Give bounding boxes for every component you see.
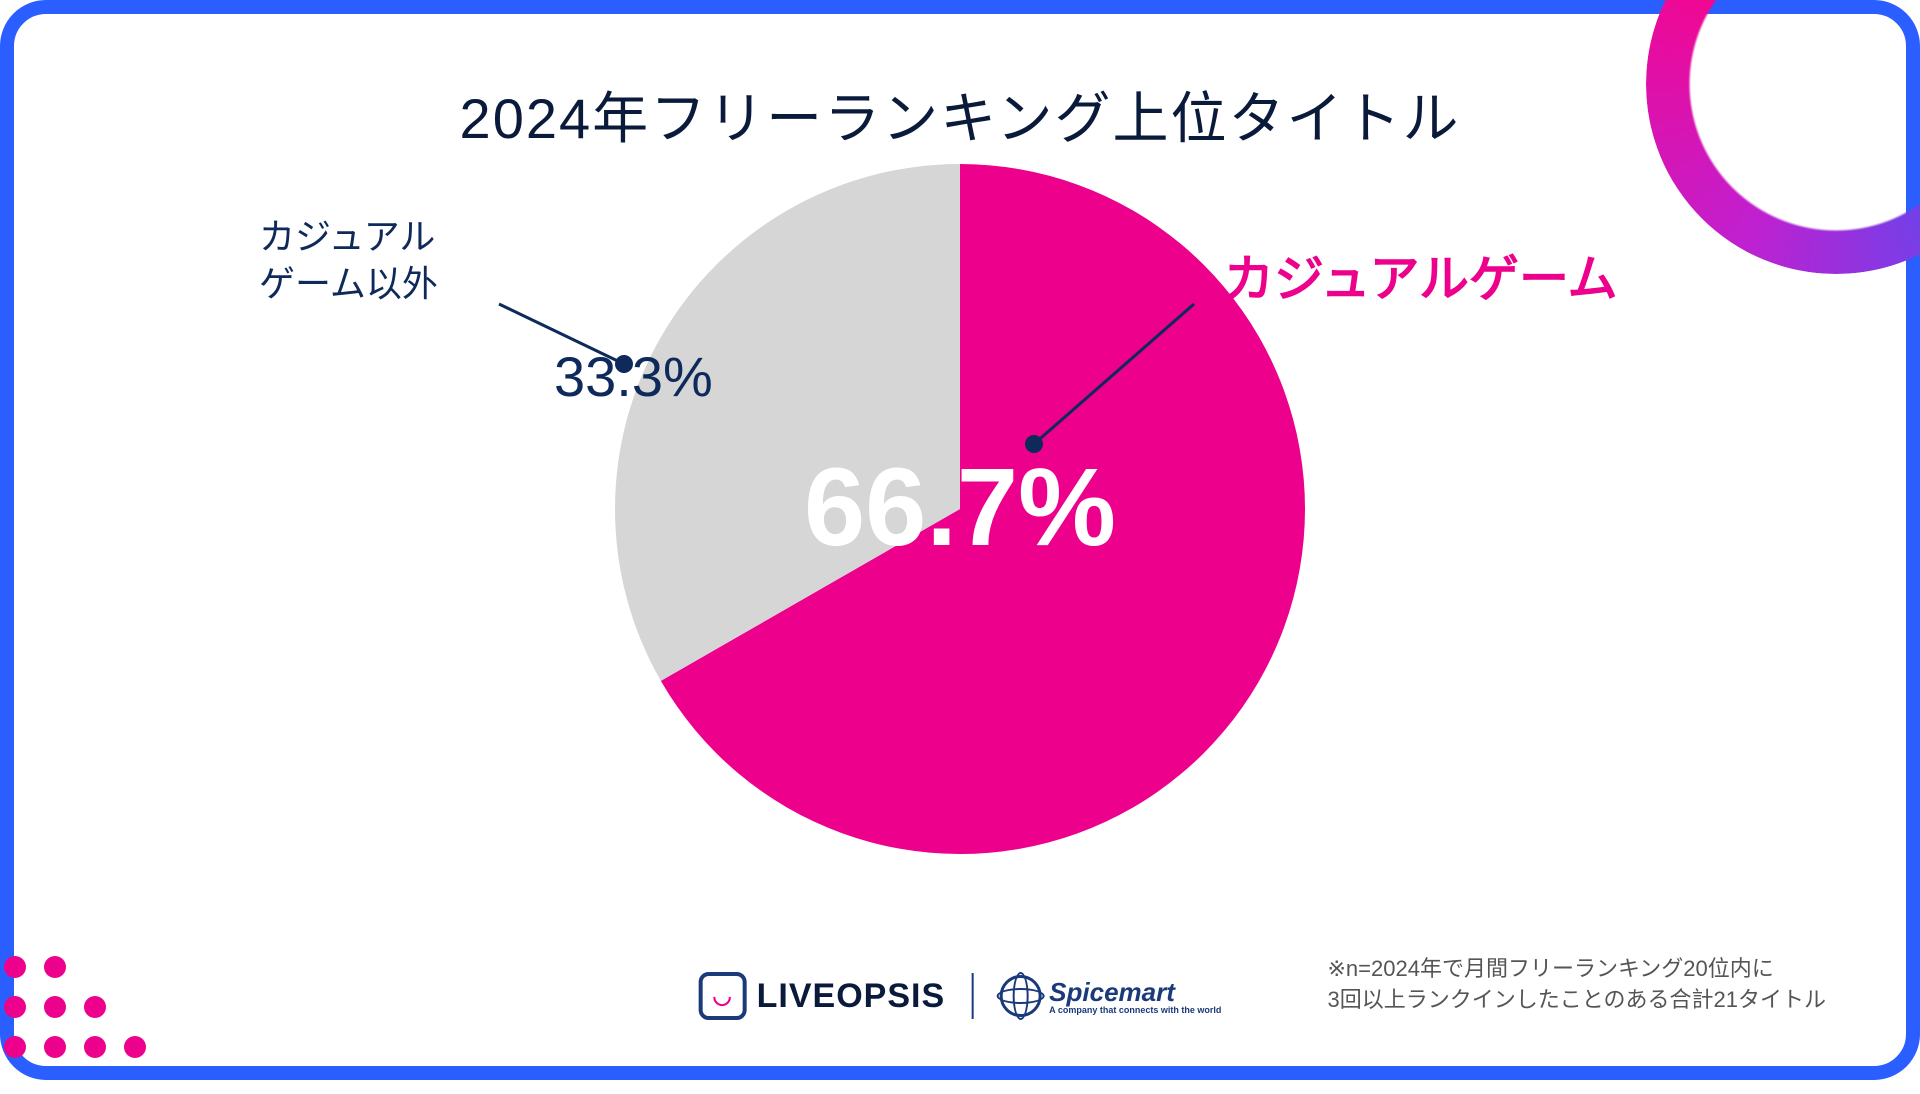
dot bbox=[84, 996, 106, 1018]
spicemart-logo: Spicemart A company that connects with t… bbox=[999, 975, 1221, 1017]
liveopsis-mark-icon: ◡ bbox=[699, 972, 747, 1020]
dot bbox=[84, 1036, 106, 1058]
pie-label-casual: カジュアルゲーム bbox=[1224, 239, 1618, 311]
dot bbox=[4, 1036, 26, 1058]
footnote: ※n=2024年で月間フリーランキング20位内に 3回以上ランクインしたことのあ… bbox=[1328, 954, 1827, 1016]
footnote-line2: 3回以上ランクインしたことのある合計21タイトル bbox=[1328, 987, 1827, 1012]
spicemart-wordmark: Spicemart bbox=[1049, 977, 1175, 1007]
pie-label-non-casual-line1: カジュアル bbox=[259, 216, 435, 257]
pie-label-non-casual: カジュアル ゲーム以外 bbox=[259, 214, 438, 308]
dot bbox=[44, 956, 66, 978]
footnote-line1: ※n=2024年で月間フリーランキング20位内に bbox=[1328, 956, 1774, 981]
spicemart-tagline: A company that connects with the world bbox=[1049, 1005, 1221, 1015]
pie-label-non-casual-line2: ゲーム以外 bbox=[259, 263, 438, 304]
liveopsis-logo: ◡ LIVEOPSIS bbox=[699, 972, 946, 1020]
dot bbox=[4, 996, 26, 1018]
globe-icon bbox=[999, 975, 1041, 1017]
pie-value-non-casual: 33.3% bbox=[554, 344, 713, 409]
dot bbox=[124, 1036, 146, 1058]
dot bbox=[44, 996, 66, 1018]
slide-frame: 2024年フリーランキング上位タイトル 66.7% 33.3% カジュアルゲーム… bbox=[0, 0, 1920, 1080]
logo-separator bbox=[971, 973, 973, 1019]
slide-title: 2024年フリーランキング上位タイトル bbox=[14, 74, 1906, 155]
dot bbox=[44, 1036, 66, 1058]
footer-logos: ◡ LIVEOPSIS Spicemart A company that con… bbox=[699, 972, 1222, 1020]
liveopsis-wordmark: LIVEOPSIS bbox=[757, 977, 946, 1016]
pie-value-casual: 66.7% bbox=[804, 444, 1116, 571]
dot bbox=[4, 956, 26, 978]
